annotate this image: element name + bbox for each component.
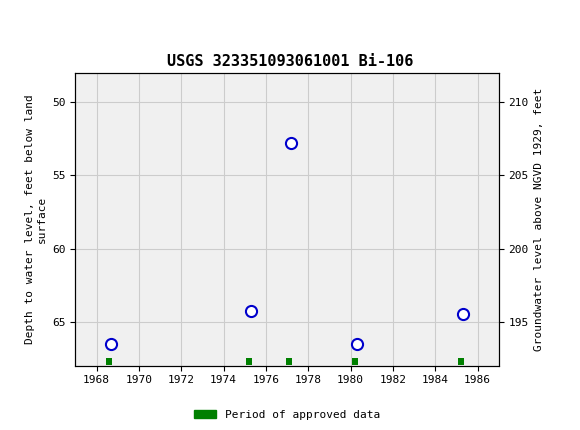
Text: USGS 323351093061001 Bi-106: USGS 323351093061001 Bi-106 [167,54,413,69]
Y-axis label: Depth to water level, feet below land
surface: Depth to water level, feet below land su… [25,95,46,344]
Bar [106,358,113,366]
FancyBboxPatch shape [7,22,71,30]
Legend: Period of approved data: Period of approved data [190,405,385,424]
Text: █USGS: █USGS [12,15,70,37]
Bar [351,358,358,366]
Bar [286,358,292,366]
Bar [246,358,252,366]
Bar [458,358,464,366]
Y-axis label: Groundwater level above NGVD 1929, feet: Groundwater level above NGVD 1929, feet [534,88,544,351]
